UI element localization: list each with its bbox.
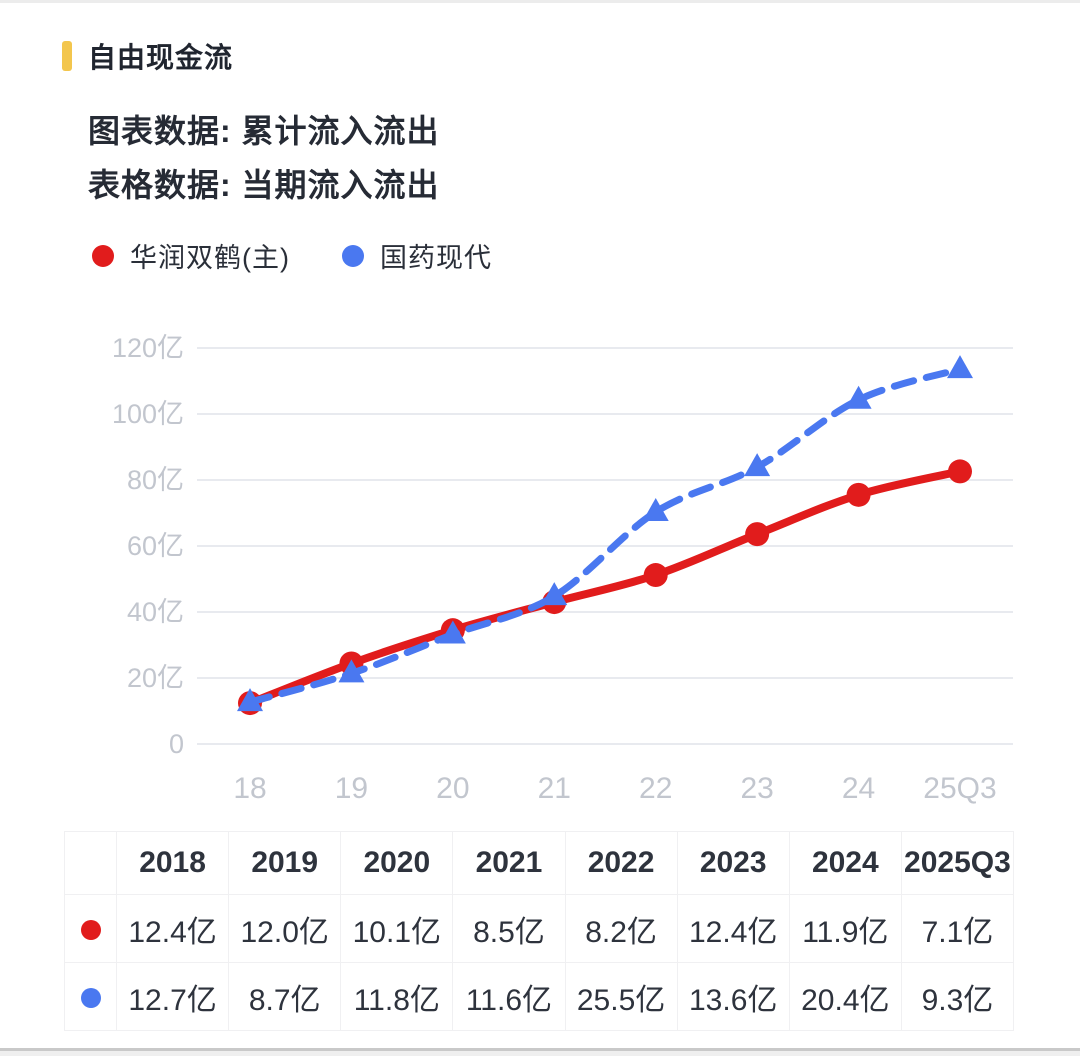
value-cell: 8.2亿 <box>564 894 678 963</box>
value-cell: 12.0亿 <box>228 894 342 963</box>
series-dot-cell <box>64 894 117 963</box>
x-axis-tick-label: 21 <box>538 772 571 805</box>
chart-legend: 华润双鹤(主) 国药现代 <box>92 236 544 275</box>
table-year-header: 2020 <box>340 831 454 895</box>
series-dot-icon <box>80 987 101 1008</box>
table-data-note: 表格数据: 当期流入流出 <box>88 167 440 203</box>
accent-bar <box>62 41 72 71</box>
table-year-header: 2022 <box>564 831 678 895</box>
triangle-marker-icon <box>744 453 771 477</box>
top-edge-divider <box>0 0 1080 3</box>
circle-marker-icon <box>846 482 871 507</box>
circle-marker-icon <box>745 522 770 547</box>
table-year-header: 2021 <box>452 831 566 895</box>
y-axis-tick-label: 100亿 <box>112 399 184 429</box>
table-row: 12.7亿 8.7亿 11.8亿 11.6亿 25.5亿 13.6亿 20.4亿 9.3亿 <box>64 962 1015 1031</box>
x-axis-tick-label: 19 <box>335 772 368 805</box>
value-cell: 9.3亿 <box>900 962 1015 1031</box>
triangle-marker-icon <box>947 355 973 379</box>
subtitles: 图表数据: 累计流入流出 表格数据: 当期流入流出 <box>88 104 440 212</box>
legend-dot-blue-icon <box>341 244 364 267</box>
value-cell: 10.1亿 <box>340 894 454 963</box>
legend-label: 国药现代 <box>379 243 492 273</box>
x-axis-tick-label: 20 <box>436 772 469 805</box>
y-axis-tick-label: 0 <box>169 729 184 759</box>
table-body: 12.4亿 12.0亿 10.1亿 8.5亿 8.2亿 12.4亿 11.9亿 7.1亿 12.… <box>64 894 1015 1031</box>
x-axis-tick-label: 23 <box>740 772 773 805</box>
value-cell: 25.5亿 <box>564 962 678 1031</box>
triangle-marker-icon <box>642 498 669 522</box>
bottom-edge-fill <box>0 1051 1080 1056</box>
table-year-header: 2025Q3 <box>900 831 1015 895</box>
value-cell: 12.4亿 <box>676 894 790 963</box>
triangle-marker-icon <box>439 620 466 644</box>
legend-item-guoyao: 国药现代 <box>341 236 492 275</box>
circle-marker-icon <box>948 459 972 484</box>
y-axis-tick-label: 120亿 <box>112 333 184 363</box>
period-values-table: 2018 2019 2020 2021 2022 2023 2024 2025Q3 12.4亿… <box>64 831 1015 1031</box>
table-head: 2018 2019 2020 2021 2022 2023 2024 2025Q3 <box>64 831 1015 895</box>
series-dot-cell <box>64 962 117 1031</box>
value-cell: 12.4亿 <box>115 894 230 963</box>
table-corner-cell <box>64 831 117 895</box>
value-cell: 7.1亿 <box>900 894 1015 963</box>
triangle-marker-icon <box>237 688 263 712</box>
triangle-marker-icon <box>541 582 568 606</box>
y-axis-tick-label: 80亿 <box>127 465 184 495</box>
legend-label: 华润双鹤(主) <box>130 243 290 273</box>
series-dot-icon <box>80 919 101 940</box>
value-cell: 13.6亿 <box>676 962 790 1031</box>
y-axis-tick-label: 40亿 <box>127 597 184 627</box>
x-axis-tick-label: 24 <box>842 772 875 805</box>
series-line-dashed <box>246 365 964 706</box>
value-cell: 12.7亿 <box>115 962 230 1031</box>
y-axis-tick-label: 20亿 <box>127 663 184 693</box>
table-year-header: 2019 <box>228 831 342 895</box>
table-row: 12.4亿 12.0亿 10.1亿 8.5亿 8.2亿 12.4亿 11.9亿 7.1亿 <box>64 894 1015 963</box>
table-header-row: 2018 2019 2020 2021 2022 2023 2024 2025Q3 <box>64 831 1015 895</box>
line-chart: 0 20亿 40亿 60亿 80亿 100亿 120亿 18 19 20 21 22 23 24 25Q3 <box>112 333 1013 805</box>
triangle-marker-icon <box>845 385 872 409</box>
value-cell: 11.8亿 <box>340 962 454 1031</box>
value-cell: 8.5亿 <box>452 894 566 963</box>
section-header: 自由现金流 <box>62 36 233 76</box>
x-axis-tick-label: 18 <box>233 772 266 805</box>
triangle-marker-icon <box>338 659 365 683</box>
x-axis-tick-label: 25Q3 <box>923 772 996 805</box>
table-year-header: 2024 <box>788 831 902 895</box>
y-axis-tick-label: 60亿 <box>127 531 184 561</box>
chart-data-note: 图表数据: 累计流入流出 <box>88 113 440 149</box>
table-year-header: 2023 <box>676 831 790 895</box>
value-cell: 11.9亿 <box>788 894 902 963</box>
legend-item-huarun: 华润双鹤(主) <box>92 236 290 275</box>
value-cell: 11.6亿 <box>452 962 566 1031</box>
page-title: 自由现金流 <box>88 42 234 73</box>
value-cell: 20.4亿 <box>788 962 902 1031</box>
x-axis-tick-label: 22 <box>639 772 672 805</box>
circle-marker-icon <box>643 563 668 588</box>
table-year-header: 2018 <box>115 831 230 895</box>
bottom-edge-divider <box>0 1048 1080 1051</box>
value-cell: 8.7亿 <box>228 962 342 1031</box>
legend-dot-red-icon <box>92 244 114 267</box>
